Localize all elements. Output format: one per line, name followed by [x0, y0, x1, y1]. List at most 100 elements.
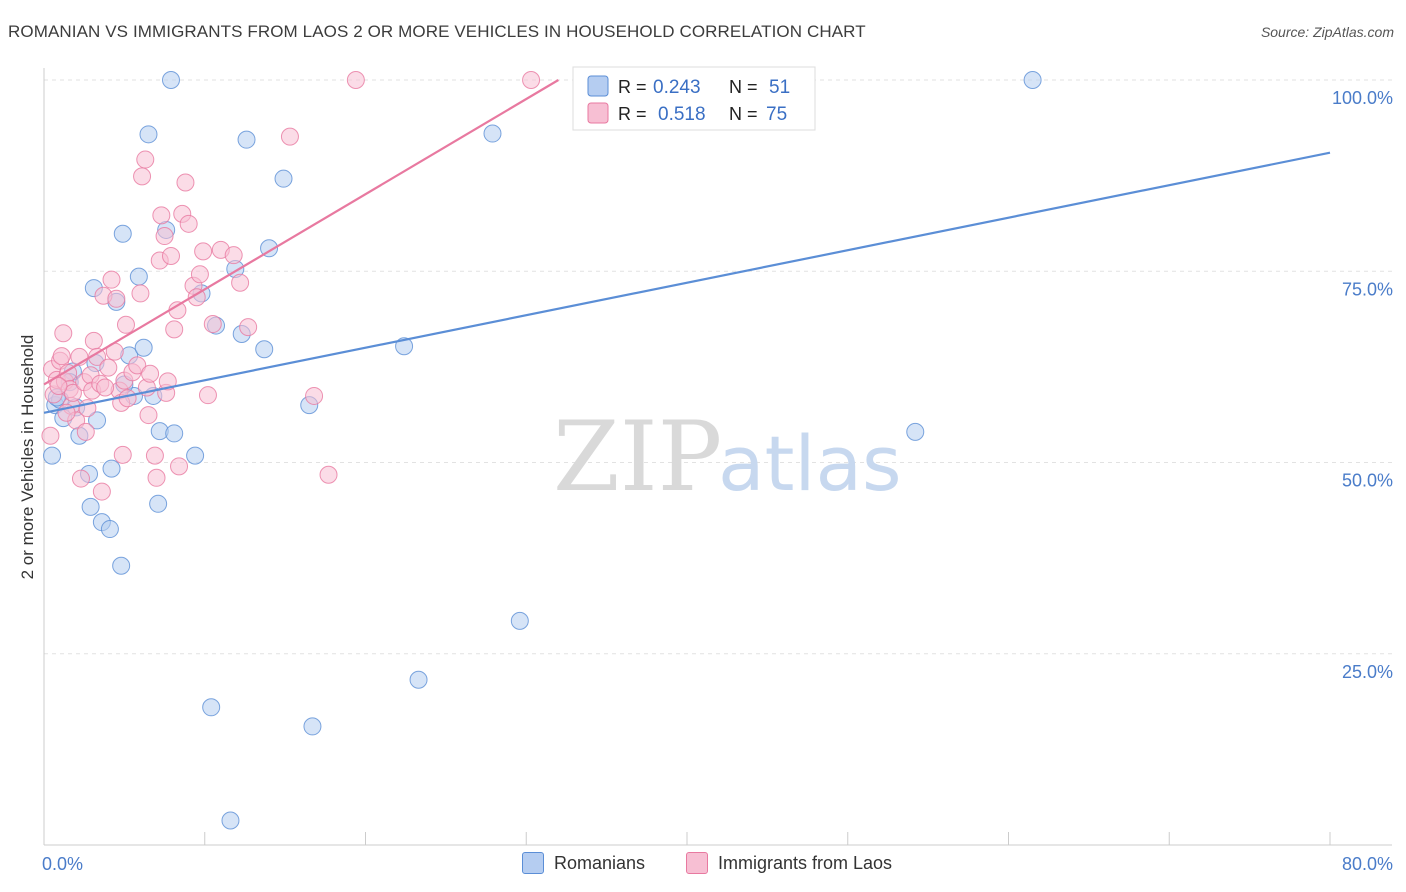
data-point: [43, 446, 62, 465]
series-laos-points: [41, 71, 541, 501]
data-point: [161, 71, 180, 89]
legend-laos-r-label: R =: [618, 104, 647, 124]
data-point: [102, 459, 121, 478]
data-point: [145, 446, 164, 465]
data-point: [224, 246, 243, 265]
data-point: [113, 224, 132, 243]
data-point: [107, 289, 126, 308]
y-tick-label: 50.0%: [1342, 471, 1393, 491]
data-point: [129, 267, 148, 286]
legend-laos-swatch-bottom: [686, 852, 708, 874]
data-point: [54, 324, 73, 343]
y-tick-label: 100.0%: [1332, 88, 1393, 108]
data-point: [71, 469, 90, 488]
data-point: [231, 273, 250, 292]
legend-romanians-n-label: N =: [729, 77, 758, 97]
legend-romanians-r-value: 0.243: [653, 77, 701, 98]
data-point: [483, 124, 502, 143]
data-point: [522, 71, 541, 89]
data-point: [63, 383, 82, 402]
y-axis-title: 2 or more Vehicles in Household: [18, 335, 37, 580]
data-point: [346, 71, 365, 89]
data-point: [303, 717, 322, 736]
data-point: [139, 125, 158, 144]
data-point: [152, 206, 171, 225]
data-point: [113, 445, 132, 464]
y-tick-label: 25.0%: [1342, 662, 1393, 682]
legend-laos-r-value: 0.518: [658, 104, 706, 125]
data-point: [99, 358, 118, 377]
data-point: [100, 520, 119, 539]
data-point: [319, 465, 338, 484]
y-tick-label: 75.0%: [1342, 279, 1393, 299]
data-point: [176, 173, 195, 192]
trend-line-romanians: [43, 151, 1331, 414]
legend-romanians-label: Romanians: [554, 852, 646, 873]
data-point: [49, 377, 68, 395]
source-label: Source: ZipAtlas.com: [1260, 24, 1394, 40]
data-point: [237, 130, 256, 149]
legend-romanians-r-label: R =: [618, 77, 647, 97]
data-point: [81, 497, 100, 516]
watermark: ZIP atlas: [553, 401, 902, 513]
trend-lines: [43, 79, 1331, 414]
data-point: [165, 320, 184, 339]
data-point: [161, 246, 180, 265]
data-point: [165, 424, 184, 443]
data-point: [96, 378, 115, 397]
data-point: [280, 127, 299, 146]
data-point: [239, 318, 258, 337]
legend-item-laos[interactable]: Immigrants from Laos: [686, 852, 892, 874]
data-point: [906, 422, 925, 441]
data-point: [158, 372, 177, 391]
trend-line-laos: [43, 79, 559, 386]
legend-laos-swatch: [587, 102, 609, 124]
data-point: [202, 698, 221, 717]
data-point: [186, 446, 205, 465]
legend-stats: R = 0.243 N = 51 R = 0.518 N = 75: [572, 66, 816, 131]
data-point: [118, 389, 137, 408]
legend-romanians-n-value: 51: [769, 77, 790, 98]
data-point: [1023, 71, 1042, 89]
watermark-atlas: atlas: [718, 419, 902, 508]
data-point: [102, 270, 121, 289]
legend-stats-box: [572, 66, 816, 131]
data-point: [221, 811, 240, 830]
legend-laos-n-value: 75: [766, 104, 787, 125]
legend-romanians-swatch-bottom: [522, 852, 544, 874]
legend-laos-n-label: N =: [729, 104, 758, 124]
data-point: [139, 406, 158, 425]
x-min-label: 0.0%: [42, 854, 83, 874]
legend-laos-label: Immigrants from Laos: [718, 852, 893, 873]
data-point: [136, 150, 155, 169]
data-point: [133, 167, 152, 186]
gridlines: [44, 79, 1392, 655]
data-point: [88, 411, 107, 430]
data-point: [41, 426, 60, 445]
data-point: [187, 288, 206, 307]
data-point: [128, 356, 147, 375]
x-axis-ticks: [43, 832, 1331, 845]
data-point: [305, 386, 324, 405]
data-point: [141, 364, 160, 383]
data-point: [155, 227, 174, 246]
data-point: [170, 457, 189, 476]
data-point: [179, 214, 198, 233]
data-point: [190, 265, 209, 284]
data-point: [194, 242, 213, 261]
data-point: [198, 386, 217, 405]
legend-series: Romanians Immigrants from Laos: [0, 850, 1406, 880]
data-point: [203, 315, 222, 334]
data-point: [149, 494, 168, 513]
data-point: [147, 468, 166, 487]
legend-item-romanians[interactable]: Romanians: [522, 852, 645, 874]
data-point: [510, 611, 529, 630]
data-point: [92, 482, 111, 501]
watermark-zip: ZIP: [553, 401, 722, 513]
data-point: [131, 284, 150, 303]
data-point: [116, 315, 135, 334]
data-point: [274, 169, 293, 188]
data-point: [134, 338, 153, 357]
x-max-label: 80.0%: [1342, 854, 1393, 874]
